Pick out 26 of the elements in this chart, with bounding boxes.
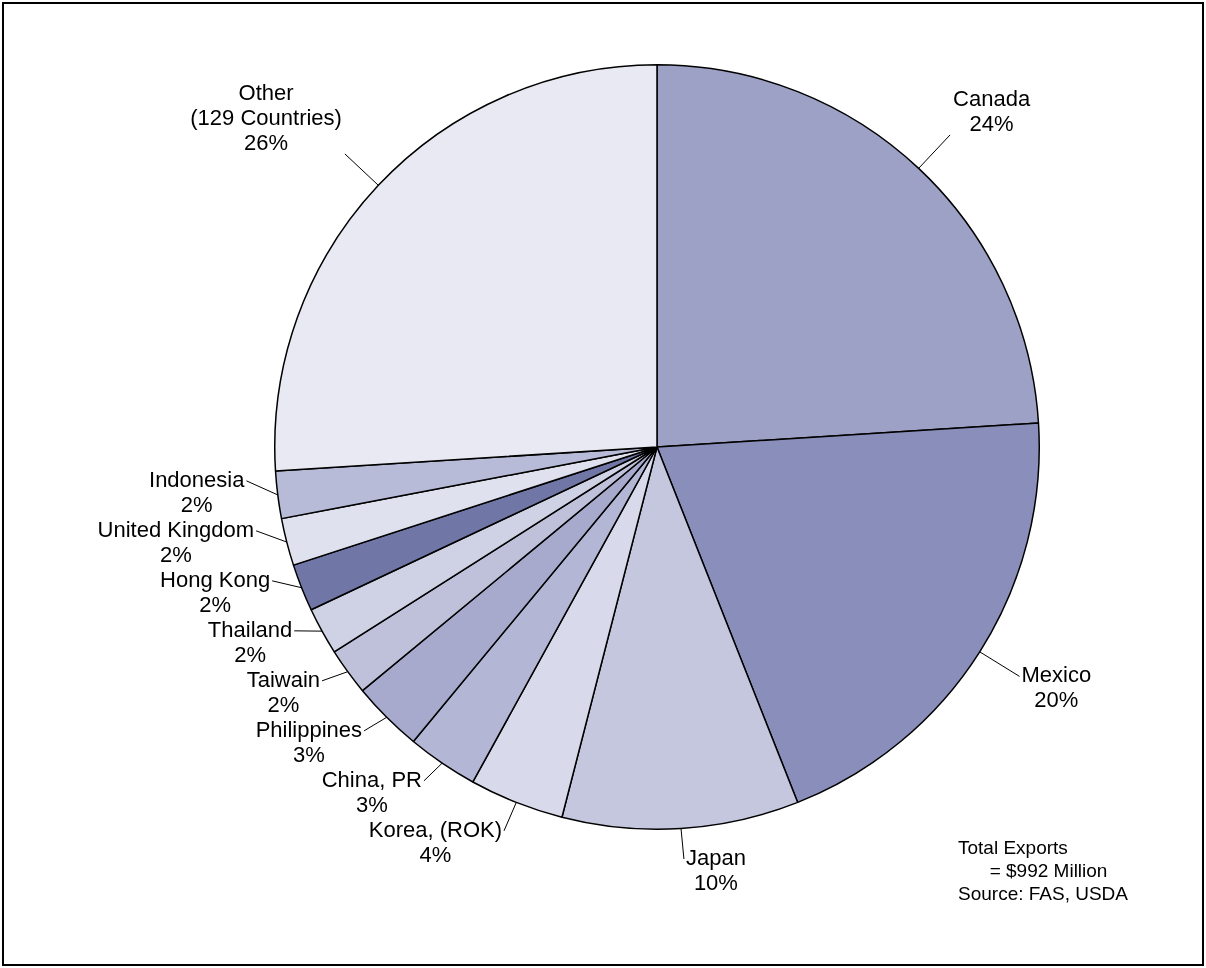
- slice-label: Japan: [685, 845, 746, 871]
- slice-label: Philippines: [255, 716, 363, 742]
- data-label: 2%: [159, 541, 192, 567]
- data-label: 2%: [180, 491, 213, 517]
- slice-label: Taiwain: [246, 666, 321, 692]
- data-label: 24%: [969, 110, 1014, 136]
- data-label: 2%: [267, 691, 300, 717]
- data-label: 3%: [292, 741, 325, 767]
- data-label: 3%: [355, 791, 388, 817]
- slice-label: China, PR: [321, 766, 422, 792]
- slice-label: Thailand: [207, 616, 293, 642]
- data-label: 2%: [199, 591, 232, 617]
- data-label: 26%: [244, 129, 289, 155]
- text: Total Exports = $992 Million: [958, 836, 1109, 882]
- data-label: 20%: [1034, 687, 1079, 713]
- slice-label: Mexico: [1021, 662, 1092, 688]
- slice-label: Hong Kong: [160, 566, 271, 592]
- source-note: Source: FAS, USDA: [958, 882, 1129, 905]
- data-label: 2%: [234, 641, 266, 667]
- slice-label: Korea, (ROK): [368, 816, 503, 842]
- slice-label: Other (129 Countries): [190, 79, 342, 130]
- data-label: 10%: [693, 870, 738, 896]
- slice-label: Indonesia: [149, 466, 246, 492]
- slice-label: Canada: [953, 85, 1031, 111]
- data-label: 4%: [419, 841, 452, 867]
- slice-label: United Kingdom: [97, 516, 255, 542]
